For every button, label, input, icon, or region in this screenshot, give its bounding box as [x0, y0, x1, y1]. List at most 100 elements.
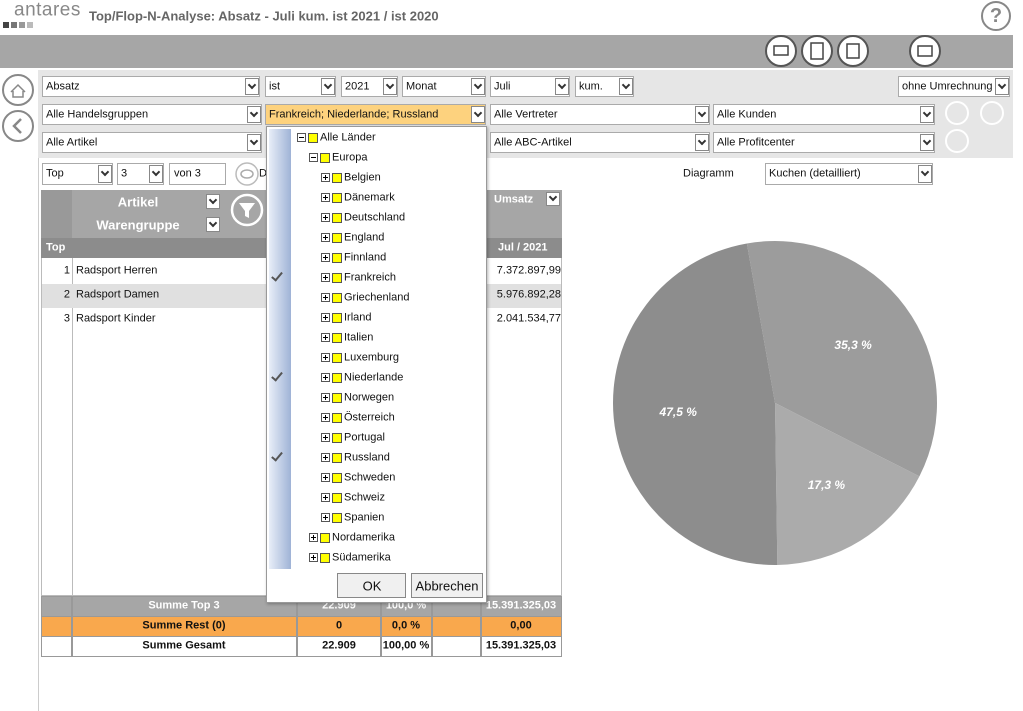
mode-select[interactable]: Top — [42, 163, 113, 185]
tree-checkbox[interactable] — [332, 513, 342, 523]
tree-checkbox[interactable] — [320, 153, 330, 163]
filter-select[interactable]: Alle Handelsgruppen — [42, 104, 262, 125]
tree-checkbox[interactable] — [320, 533, 330, 543]
select-value: Kuchen (detailliert) — [769, 167, 861, 180]
count-select[interactable]: 3 — [117, 163, 164, 185]
dropdown-arrow — [471, 78, 485, 95]
chevron — [208, 195, 218, 204]
group-select[interactable]: Artikel — [72, 193, 222, 212]
cancel-label: Abbrechen — [415, 578, 479, 594]
tree-toggle[interactable] — [321, 453, 330, 462]
total-share: 100,00 % — [382, 639, 430, 652]
plus — [325, 235, 326, 240]
tree-checkbox[interactable] — [332, 193, 342, 203]
tree-toggle[interactable] — [321, 273, 330, 282]
filter-select[interactable]: ohne Umrechnung — [898, 76, 1010, 97]
tree-checkbox[interactable] — [332, 213, 342, 223]
tree-toggle[interactable] — [321, 333, 330, 342]
filter-select[interactable]: Juli — [490, 76, 570, 97]
filter-select[interactable]: Alle Vertreter — [490, 104, 710, 125]
plus — [325, 455, 326, 460]
tree-toggle[interactable] — [321, 193, 330, 202]
select-value: Absatz — [46, 80, 80, 92]
tree-toggle[interactable] — [321, 513, 330, 522]
tree-checkbox[interactable] — [308, 133, 318, 143]
tree-toggle[interactable] — [321, 313, 330, 322]
pie-slice[interactable] — [746, 241, 937, 477]
tree-toggle[interactable] — [321, 373, 330, 382]
tree-toggle[interactable] — [309, 553, 318, 562]
tree-checkbox[interactable] — [332, 493, 342, 503]
select-value: ist — [269, 80, 280, 92]
tree-label: Spanien — [344, 511, 385, 524]
tree-checkbox[interactable] — [332, 273, 342, 283]
tree-checkbox[interactable] — [332, 313, 342, 323]
tree-toggle[interactable] — [321, 253, 330, 262]
dropdown-arrow — [619, 78, 633, 95]
dropdown-arrow — [695, 134, 709, 151]
tree-checkbox[interactable] — [332, 173, 342, 183]
tree-toggle[interactable] — [321, 293, 330, 302]
tree-checkbox[interactable] — [332, 333, 342, 343]
tree-toggle[interactable] — [321, 213, 330, 222]
filter-select[interactable]: Absatz — [42, 76, 260, 97]
diagram-select[interactable]: Kuchen (detailliert) — [765, 163, 933, 185]
filter-select[interactable]: Alle Kunden — [713, 104, 935, 125]
name-cell: Radsport Damen — [76, 288, 160, 301]
select-value: Alle Vertreter — [494, 108, 558, 120]
tree-toggle[interactable] — [321, 233, 330, 242]
chevron — [323, 80, 333, 89]
tree-checkbox[interactable] — [332, 353, 342, 363]
logo: antares — [14, 0, 81, 21]
cancel-button[interactable]: Abbrechen — [411, 573, 483, 598]
tree-checkbox[interactable] — [332, 413, 342, 423]
tree-label: Schweden — [344, 471, 396, 484]
tree-checkbox[interactable] — [332, 233, 342, 243]
tree-checkbox[interactable] — [332, 373, 342, 383]
total-amount: 22.909 — [322, 639, 356, 652]
ok-button[interactable]: OK — [337, 573, 406, 598]
tree-checkbox[interactable] — [320, 553, 330, 563]
tree-toggle[interactable] — [321, 433, 330, 442]
filter-select[interactable]: 2021 — [341, 76, 398, 97]
tree-label: Deutschland — [344, 211, 406, 224]
tree-toggle[interactable] — [321, 353, 330, 362]
tree-checkbox[interactable] — [332, 453, 342, 463]
tree-toggle[interactable] — [321, 473, 330, 482]
group-label: Warengruppe — [96, 217, 180, 233]
tree-toggle[interactable] — [321, 413, 330, 422]
filter-select[interactable]: Alle Profitcenter — [713, 132, 935, 153]
tree-checkbox[interactable] — [332, 293, 342, 303]
tree-label: Belgien — [344, 171, 381, 184]
select-value: ohne Umrechnung — [902, 80, 993, 92]
filter-select[interactable]: Monat — [402, 76, 486, 97]
measure-select[interactable]: Umsatz — [490, 191, 562, 209]
header — [0, 0, 1023, 35]
eye-button[interactable] — [235, 162, 259, 186]
filter-select[interactable]: kum. — [575, 76, 634, 97]
tree-toggle[interactable] — [321, 173, 330, 182]
filter-select[interactable]: Alle Artikel — [42, 132, 262, 153]
help-label: ? — [989, 5, 1003, 27]
dropdown-arrow — [918, 165, 932, 183]
logo-square — [11, 22, 17, 28]
group-select[interactable]: Warengruppe — [72, 216, 222, 235]
filter-select[interactable]: Alle ABC-Artikel — [490, 132, 710, 153]
tree-toggle[interactable] — [309, 533, 318, 542]
tree-checkbox[interactable] — [332, 433, 342, 443]
nav-button[interactable] — [2, 110, 34, 142]
dropdown-arrow — [98, 165, 112, 183]
chevron — [473, 80, 483, 89]
filter-select[interactable]: ist — [265, 76, 336, 97]
tree-toggle[interactable] — [309, 153, 318, 162]
tree-toggle[interactable] — [321, 393, 330, 402]
tree-checkbox[interactable] — [332, 253, 342, 263]
tree-toggle[interactable] — [297, 133, 306, 142]
pie-slice[interactable] — [775, 403, 920, 565]
tree-toggle[interactable] — [321, 493, 330, 502]
nav-button[interactable] — [2, 74, 34, 106]
filter-select[interactable]: Frankreich; Niederlande; Russland — [265, 104, 486, 125]
plus — [313, 535, 314, 540]
tree-checkbox[interactable] — [332, 473, 342, 483]
tree-checkbox[interactable] — [332, 393, 342, 403]
